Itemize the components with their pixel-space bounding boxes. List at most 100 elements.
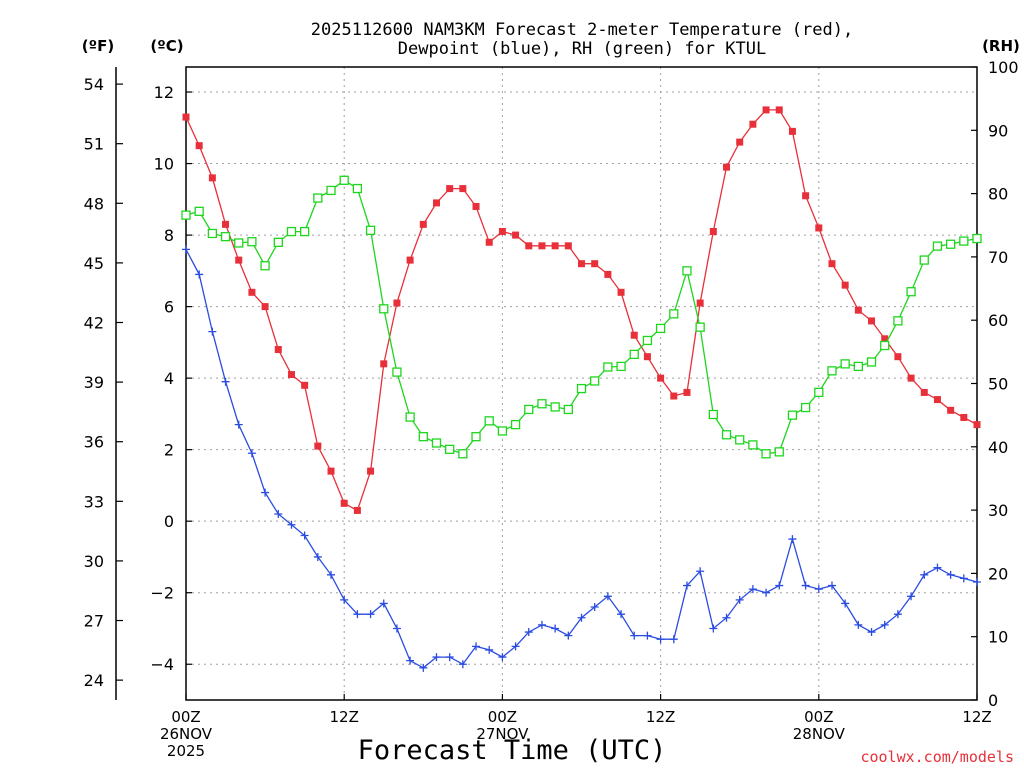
data-point	[221, 377, 230, 386]
data-point	[537, 620, 546, 629]
data-point	[907, 592, 916, 601]
data-point	[853, 361, 863, 372]
data-point	[300, 531, 309, 540]
data-point	[207, 228, 218, 239]
data-point	[498, 228, 506, 236]
celsius-tick-label: 4	[164, 369, 174, 388]
data-point	[379, 304, 389, 314]
data-point	[365, 225, 376, 235]
rh-tick-label: 0	[988, 691, 998, 710]
fahrenheit-tick-label: 51	[84, 135, 104, 154]
data-point	[721, 430, 732, 440]
data-point	[867, 628, 876, 637]
data-point	[920, 570, 929, 579]
data-point	[748, 585, 757, 594]
data-point	[510, 419, 521, 430]
data-point	[287, 520, 296, 529]
data-point	[340, 499, 348, 507]
rh-tick-label: 100	[988, 58, 1019, 77]
data-point	[326, 185, 336, 196]
data-point	[960, 413, 968, 421]
x-tick-label: 00Z	[804, 708, 833, 726]
data-point	[484, 416, 494, 426]
data-point	[379, 599, 388, 608]
celsius-tick-label: −2	[150, 584, 174, 603]
data-point	[604, 270, 612, 278]
data-point	[261, 488, 270, 497]
data-point	[709, 624, 718, 633]
data-point	[880, 620, 889, 629]
data-point	[273, 237, 283, 247]
data-point	[591, 260, 599, 268]
fahrenheit-tick-label: 30	[84, 552, 104, 571]
data-point	[352, 183, 363, 194]
data-point	[630, 331, 638, 339]
data-point	[814, 585, 823, 594]
data-point	[603, 362, 613, 372]
data-point	[195, 270, 204, 279]
data-point	[893, 610, 902, 619]
data-point	[418, 432, 428, 442]
data-point	[551, 624, 560, 633]
data-point	[802, 192, 810, 200]
data-point	[933, 396, 941, 404]
data-point	[524, 404, 534, 415]
data-point	[182, 245, 190, 254]
rh-tick-label: 50	[988, 375, 1008, 394]
series-temperature	[182, 106, 981, 514]
data-point	[222, 220, 230, 228]
data-point	[775, 581, 784, 590]
data-point	[472, 202, 480, 210]
data-point	[405, 412, 415, 422]
data-point	[643, 353, 651, 361]
data-point	[314, 442, 322, 450]
source-credit: coolwx.com/models	[860, 748, 1014, 766]
data-point	[432, 653, 441, 662]
data-point	[893, 316, 903, 326]
data-point	[576, 383, 587, 394]
data-point	[761, 449, 771, 459]
data-point	[195, 142, 203, 150]
data-point	[616, 361, 626, 372]
data-point	[353, 506, 361, 514]
data-point	[498, 653, 507, 662]
data-point	[274, 510, 283, 519]
data-point	[866, 357, 877, 367]
data-point	[299, 226, 310, 237]
data-point	[380, 360, 388, 368]
data-point	[656, 635, 665, 644]
data-point	[657, 374, 665, 382]
celsius-tick-label: 6	[164, 298, 174, 317]
rh-tick-label: 10	[988, 628, 1008, 647]
data-point	[722, 613, 731, 622]
data-point	[234, 238, 244, 248]
fahrenheit-tick-label: 54	[84, 75, 104, 94]
data-point	[339, 175, 349, 185]
data-point	[841, 599, 850, 608]
data-point	[774, 447, 784, 457]
chart-axes	[115, 66, 978, 701]
data-point	[577, 613, 586, 622]
data-point	[564, 242, 572, 250]
data-point	[828, 260, 836, 268]
data-point	[749, 120, 757, 128]
data-point	[419, 220, 427, 228]
data-point	[933, 563, 942, 572]
data-point	[406, 656, 415, 665]
data-point	[669, 309, 679, 319]
data-point	[762, 106, 770, 114]
data-point	[353, 610, 362, 619]
data-point	[973, 577, 981, 586]
data-point	[735, 595, 744, 604]
data-point	[617, 288, 625, 296]
data-point	[881, 335, 889, 343]
data-point	[880, 340, 890, 351]
x-tick-label: 26NOV	[160, 725, 213, 743]
series-dewpoint	[182, 245, 981, 672]
data-point	[642, 335, 653, 346]
data-point	[260, 261, 270, 271]
data-point	[564, 631, 573, 640]
data-point	[485, 645, 494, 654]
data-point	[696, 299, 704, 307]
data-point	[550, 402, 560, 412]
